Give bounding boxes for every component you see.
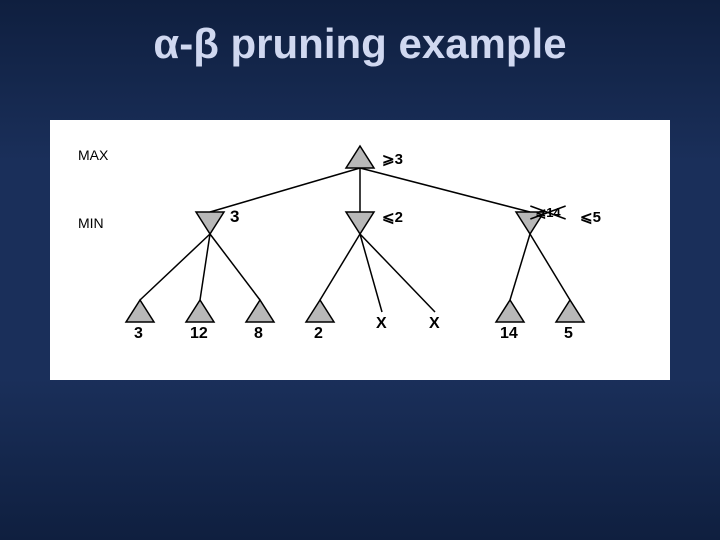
node-label-min1: 3 [230, 207, 239, 226]
node-min2 [346, 212, 374, 234]
edges-group [140, 168, 570, 312]
tree-svg: ⩾33⩽2⩽14⩽531282XX145MAXMIN [50, 120, 670, 380]
node-label-l2: 12 [190, 325, 208, 342]
node-root [346, 146, 374, 168]
node-label-min2: ⩽2 [382, 209, 403, 226]
row-label-min: MIN [78, 215, 104, 231]
slide-title: α-β pruning example [0, 0, 720, 68]
node-l3 [246, 300, 274, 322]
node-label-l1: 3 [134, 325, 143, 342]
edge-root-min3 [360, 168, 530, 212]
node-label-l3: 8 [254, 325, 263, 342]
edge-min3-l6 [530, 234, 570, 300]
edge-min3-l5 [510, 234, 530, 300]
node-label-l5: 14 [500, 325, 518, 342]
edge-root-min1 [210, 168, 360, 212]
diagram-panel: ⩾33⩽2⩽14⩽531282XX145MAXMIN [50, 120, 670, 380]
node-min1 [196, 212, 224, 234]
node-l2 [186, 300, 214, 322]
edge-min1-l2 [200, 234, 210, 300]
row-label-max: MAX [78, 147, 109, 163]
node-label-p2: X [429, 315, 440, 332]
node-label-l4: 2 [314, 325, 323, 342]
node-label-root: ⩾3 [382, 151, 403, 168]
edge-min1-l3 [210, 234, 260, 300]
node-l4 [306, 300, 334, 322]
edge-min2-l4 [320, 234, 360, 300]
node-label-min3: ⩽5 [580, 209, 601, 226]
edge-min1-l1 [140, 234, 210, 300]
node-l5 [496, 300, 524, 322]
node-l6 [556, 300, 584, 322]
node-l1 [126, 300, 154, 322]
node-label-l6: 5 [564, 325, 573, 342]
node-label-p1: X [376, 315, 387, 332]
